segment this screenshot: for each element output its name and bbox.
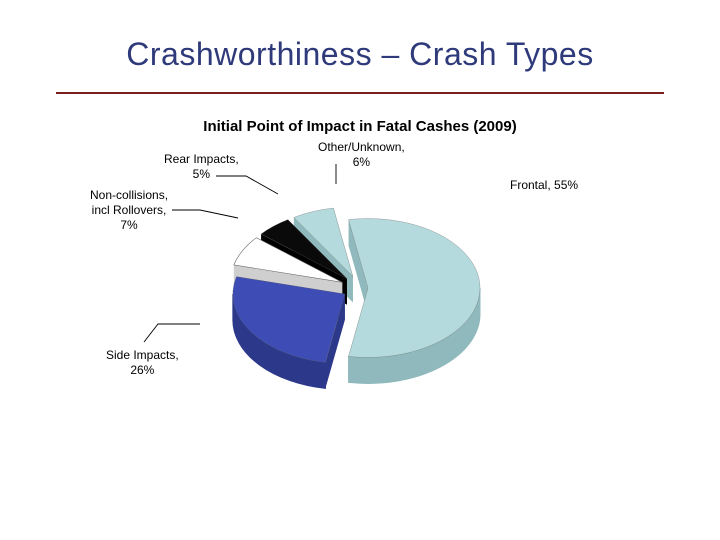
slice-label-side-impacts: Side Impacts, 26% [106,348,179,378]
leader-line [144,324,200,342]
slice-label-rear-impacts: Rear Impacts, 5% [164,152,239,182]
pie-chart: Frontal, 55% Side Impacts, 26% Non-collisi… [70,138,650,438]
chart-subtitle: Initial Point of Impact in Fatal Cashes … [0,118,720,135]
page-title: Crashworthiness – Crash Types [0,36,720,73]
slice-label-frontal: Frontal, 55% [510,178,578,193]
slice-label-other-unknown: Other/Unknown, 6% [318,140,405,170]
divider [56,92,664,94]
slice-label-non-collisions-incl-rollovers: Non-collisions, incl Rollovers, 7% [90,188,168,233]
leader-line [172,210,238,218]
slide: Crashworthiness – Crash Types Initial Po… [0,0,720,540]
